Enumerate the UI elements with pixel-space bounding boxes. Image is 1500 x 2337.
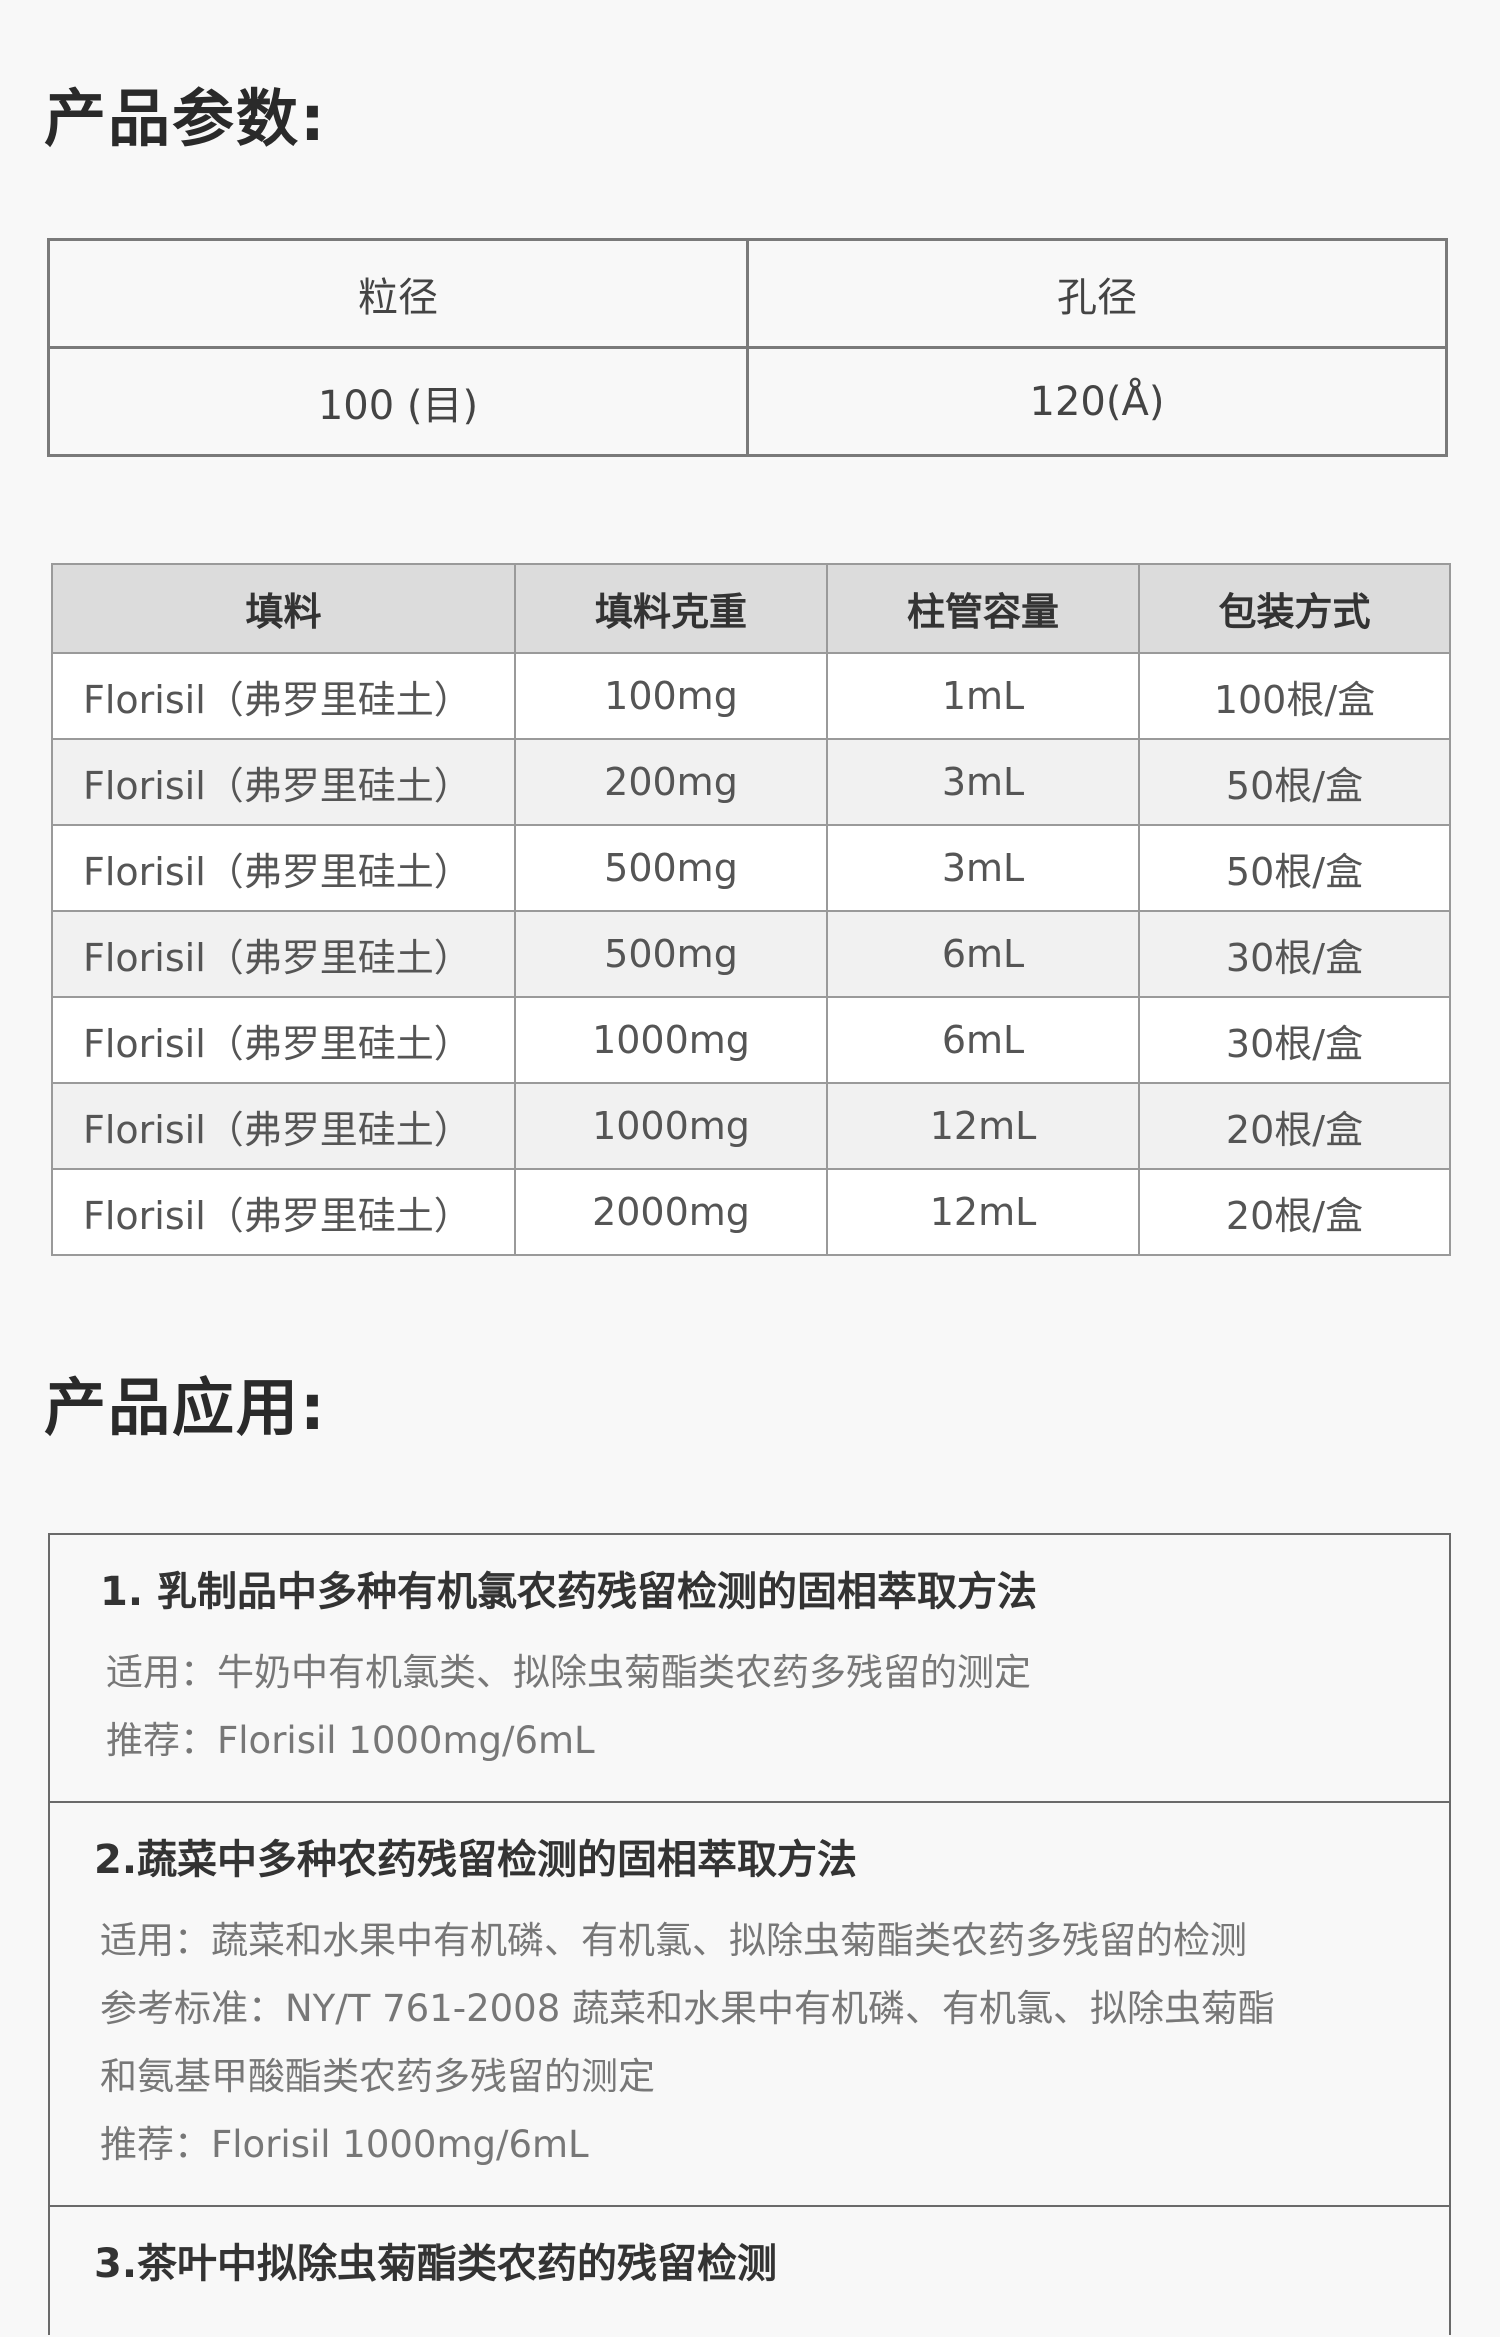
table-row: Florisil（弗罗里硅土） 500mg 3mL 50根/盒 — [51, 824, 1451, 912]
column-header: 柱管容量 — [826, 563, 1140, 654]
table-row: Florisil（弗罗里硅土） 500mg 6mL 30根/盒 — [51, 910, 1451, 998]
table-cell: Florisil（弗罗里硅土） — [51, 824, 516, 912]
application-line: 适用：蔬菜和水果中有机磷、有机氯、拟除虫菊酯类农药多残留的检测 — [100, 1919, 1247, 1962]
application-item: 1. 乳制品中多种有机氯农药残留检测的固相萃取方法 适用：牛奶中有机氯类、拟除虫… — [50, 1535, 1449, 1803]
table-row: Florisil（弗罗里硅土） 100mg 1mL 100根/盒 — [51, 652, 1451, 740]
application-title: 1. 乳制品中多种有机氯农药残留检测的固相萃取方法 — [100, 1569, 1037, 1615]
table-cell: 200mg — [514, 738, 828, 826]
application-item: 3.茶叶中拟除虫菊酯类农药的残留检测 — [50, 2207, 1449, 2337]
column-header: 包装方式 — [1138, 563, 1451, 654]
table-cell: 1000mg — [514, 1082, 828, 1170]
table-cell: 30根/盒 — [1138, 996, 1451, 1084]
table-cell: Florisil（弗罗里硅土） — [51, 1082, 516, 1170]
applications-title: 产品应用: — [44, 1371, 327, 1444]
spec-header-row: 粒径 孔径 — [47, 238, 1448, 349]
table-header-row: 填料 填料克重 柱管容量 包装方式 — [51, 563, 1451, 654]
table-cell: 100mg — [514, 652, 828, 740]
table-cell: 12mL — [826, 1168, 1140, 1256]
table-cell: 20根/盒 — [1138, 1168, 1451, 1256]
table-cell: 1mL — [826, 652, 1140, 740]
table-cell: Florisil（弗罗里硅土） — [51, 996, 516, 1084]
table-row: Florisil（弗罗里硅土） 1000mg 6mL 30根/盒 — [51, 996, 1451, 1084]
spec-header: 孔径 — [746, 238, 1448, 349]
table-cell: 50根/盒 — [1138, 824, 1451, 912]
table-row: Florisil（弗罗里硅土） 2000mg 12mL 20根/盒 — [51, 1168, 1451, 1256]
application-line: 参考标准：NY/T 761-2008 蔬菜和水果中有机磷、有机氯、拟除虫菊酯 — [100, 1987, 1276, 2030]
table-row: Florisil（弗罗里硅土） 200mg 3mL 50根/盒 — [51, 738, 1451, 826]
params-title: 产品参数: — [44, 82, 327, 155]
table-row: Florisil（弗罗里硅土） 1000mg 12mL 20根/盒 — [51, 1082, 1451, 1170]
table-cell: 500mg — [514, 824, 828, 912]
spec-value-row: 100 (目) 120(Å) — [47, 346, 1448, 457]
application-line: 推荐：Florisil 1000mg/6mL — [106, 1719, 595, 1762]
application-line: 适用：牛奶中有机氯类、拟除虫菊酯类农药多残留的测定 — [106, 1651, 1031, 1694]
column-header: 填料 — [51, 563, 516, 654]
table-cell: 6mL — [826, 910, 1140, 998]
application-line: 和氨基甲酸酯类农药多残留的测定 — [100, 2055, 655, 2098]
table-cell: 500mg — [514, 910, 828, 998]
table-cell: 6mL — [826, 996, 1140, 1084]
table-cell: Florisil（弗罗里硅土） — [51, 1168, 516, 1256]
table-cell: 1000mg — [514, 996, 828, 1084]
application-title: 3.茶叶中拟除虫菊酯类农药的残留检测 — [94, 2241, 778, 2287]
table-cell: Florisil（弗罗里硅土） — [51, 738, 516, 826]
spec-value: 100 (目) — [47, 346, 749, 457]
table-cell: 100根/盒 — [1138, 652, 1451, 740]
application-item: 2.蔬菜中多种农药残留检测的固相萃取方法 适用：蔬菜和水果中有机磷、有机氯、拟除… — [50, 1803, 1449, 2207]
table-cell: 3mL — [826, 738, 1140, 826]
table-cell: Florisil（弗罗里硅土） — [51, 652, 516, 740]
product-table: 填料 填料克重 柱管容量 包装方式 Florisil（弗罗里硅土） 100mg 1m… — [51, 563, 1451, 1256]
table-cell: 3mL — [826, 824, 1140, 912]
applications-list: 1. 乳制品中多种有机氯农药残留检测的固相萃取方法 适用：牛奶中有机氯类、拟除虫… — [48, 1533, 1451, 2335]
spec-header: 粒径 — [47, 238, 749, 349]
spec-table: 粒径 孔径 100 (目) 120(Å) — [47, 238, 1448, 457]
table-cell: 2000mg — [514, 1168, 828, 1256]
column-header: 填料克重 — [514, 563, 828, 654]
application-title: 2.蔬菜中多种农药残留检测的固相萃取方法 — [94, 1837, 858, 1883]
table-cell: 50根/盒 — [1138, 738, 1451, 826]
table-cell: 30根/盒 — [1138, 910, 1451, 998]
application-line: 推荐：Florisil 1000mg/6mL — [100, 2123, 589, 2166]
table-cell: 20根/盒 — [1138, 1082, 1451, 1170]
table-cell: 12mL — [826, 1082, 1140, 1170]
spec-value: 120(Å) — [746, 346, 1448, 457]
table-cell: Florisil（弗罗里硅土） — [51, 910, 516, 998]
